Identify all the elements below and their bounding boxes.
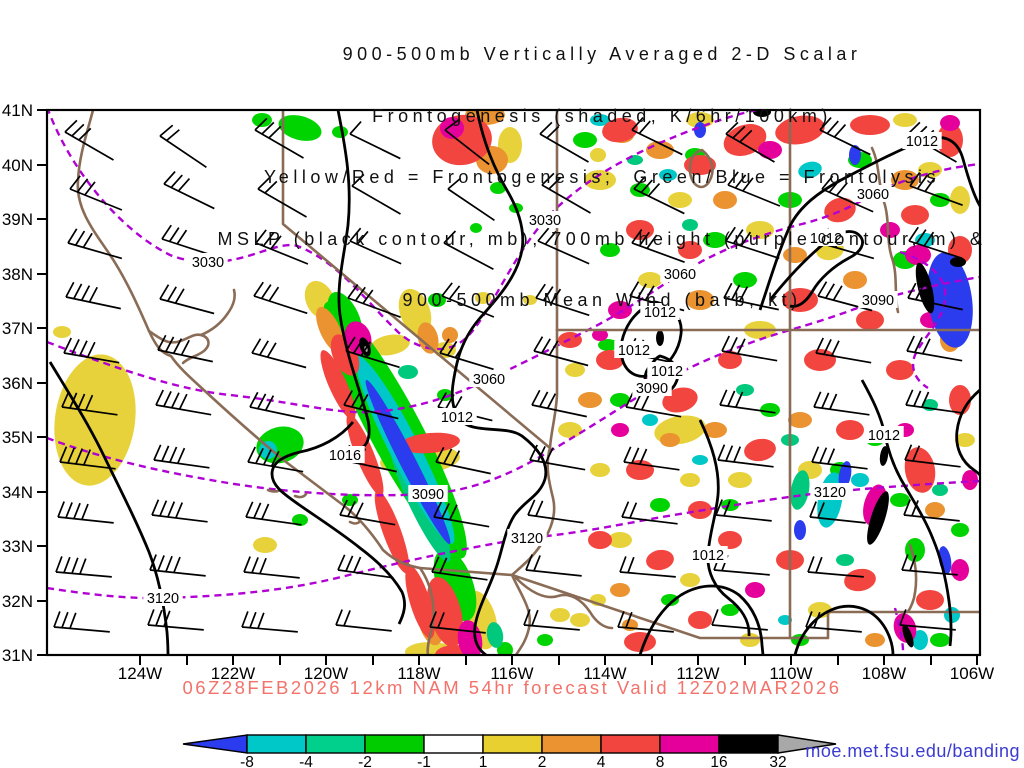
state-borders: [76, 110, 980, 655]
svg-text:1012: 1012: [906, 134, 938, 150]
lon-axis-label: 124W: [118, 664, 162, 683]
colorbar-tick-label: 2: [538, 754, 547, 768]
lat-axis-label: 36N: [2, 374, 33, 393]
svg-text:1012: 1012: [644, 305, 676, 321]
site-link[interactable]: moe.met.fsu.edu/banding: [805, 741, 1020, 761]
lat-axis-label: 34N: [2, 483, 33, 502]
contour-label: 1012: [647, 362, 687, 380]
contour-labels: 3030 3030 3060 3060 3060 1012 1016 3090 3120 3120…: [143, 132, 942, 607]
contour-label: 1012: [806, 229, 846, 247]
colorbar-segment: [600, 734, 661, 754]
svg-text:1012: 1012: [692, 548, 724, 564]
colorbar-tick-label: 32: [769, 754, 786, 768]
lat-axis-label: 39N: [2, 210, 33, 229]
colorbar-tick-label: 1: [479, 754, 488, 768]
contour-label: 1012: [688, 546, 728, 564]
colorbar: -8 -4 -2 -1 1 2 4 8 16 32: [182, 734, 837, 768]
svg-text:1012: 1012: [618, 343, 650, 359]
lat-axis-label: 41N: [2, 101, 33, 120]
contour-label: 1016: [325, 446, 365, 464]
colorbar-segment: [246, 734, 307, 754]
lon-axis-label: 118W: [397, 664, 440, 683]
colorbar-segment: [364, 734, 425, 754]
title-line-1: 900-500mb Vertically Averaged 2-D Scalar: [342, 44, 862, 64]
lat-axis-label: 31N: [2, 646, 33, 665]
colorbar-segment: [659, 734, 720, 754]
svg-text:3060: 3060: [473, 372, 505, 388]
lon-axis-label: 122W: [211, 664, 255, 683]
lon-axis-label: 110W: [769, 664, 812, 683]
contour-label: 3120: [507, 529, 547, 547]
contour-label: 1012: [614, 341, 654, 359]
svg-text:1012: 1012: [441, 410, 473, 426]
colorbar-tick-label: -1: [417, 754, 431, 768]
contour-label: 1012: [640, 303, 680, 321]
contour-label: 3120: [143, 589, 183, 607]
map-frame: 41N 40N 39N 38N 37N 36N 35N 34N 33N 32N 31N 124W 122…: [2, 101, 994, 683]
contour-label: 3120: [810, 483, 850, 501]
svg-text:3090: 3090: [412, 487, 444, 503]
svg-text:3090: 3090: [862, 293, 894, 309]
colorbar-tick-label: -8: [240, 754, 254, 768]
lat-axis-label: 38N: [2, 265, 33, 284]
contour-label: 1012: [437, 408, 477, 426]
colorbar-left-arrow: [182, 734, 248, 754]
lon-axis-label: 112W: [676, 664, 719, 683]
mslp-isobars: [48, 110, 980, 655]
svg-text:1012: 1012: [810, 231, 842, 247]
svg-text:3060: 3060: [857, 187, 889, 203]
colorbar-tick-label: -2: [358, 754, 372, 768]
svg-text:3030: 3030: [529, 213, 561, 229]
colorbar-tick-label: 16: [710, 754, 727, 768]
colorbar-segment: [423, 734, 484, 754]
svg-text:3060: 3060: [664, 267, 696, 283]
lon-axis-label: 114W: [583, 664, 626, 683]
svg-text:1012: 1012: [651, 364, 683, 380]
lon-axis-label: 106W: [950, 664, 994, 683]
lon-axis-label: 108W: [862, 664, 906, 683]
title-line-5: 900-500mb Mean Wind (barb, kt): [402, 290, 802, 310]
lat-axis-label: 33N: [2, 537, 33, 556]
lat-axis-label: 35N: [2, 428, 33, 447]
colorbar-tick-label: 4: [597, 754, 606, 768]
title-line-2: Frontogenesis (shaded, K/6hr/100km): [372, 105, 832, 126]
lon-axis-label: 120W: [304, 664, 348, 683]
contour-label: 3090: [408, 485, 448, 503]
svg-text:1016: 1016: [329, 448, 361, 464]
colorbar-segment: [718, 734, 779, 754]
colorbar-tick-label: -4: [299, 754, 313, 768]
contour-label: 1012: [864, 426, 904, 444]
lat-axis-label: 37N: [2, 319, 33, 338]
contour-label: 3030: [525, 211, 565, 229]
map-content: 3030 3030 3060 3060 3060 1012 1016 3090 3120 3120…: [47, 110, 980, 655]
svg-text:3120: 3120: [511, 531, 543, 547]
chart-title: 900-500mb Vertically Averaged 2-D Scalar…: [90, 3, 1024, 352]
svg-text:1012: 1012: [868, 428, 900, 444]
colorbar-right-arrow: [777, 734, 837, 754]
lat-axis-label: 40N: [2, 156, 33, 175]
colorbar-segment: [541, 734, 602, 754]
lat-axis-label: 32N: [2, 592, 33, 611]
contour-label: 1012: [902, 132, 942, 150]
svg-text:3120: 3120: [814, 485, 846, 501]
colorbar-segment: [482, 734, 543, 754]
svg-text:3120: 3120: [147, 591, 179, 607]
colorbar-tick-label: 8: [656, 754, 665, 768]
lon-axis-label: 116W: [490, 664, 533, 683]
svg-text:3030: 3030: [192, 255, 224, 271]
colorbar-segment: [305, 734, 366, 754]
contour-label: 3060: [660, 265, 700, 283]
contour-label: 3060: [469, 370, 509, 388]
contour-label: 3060: [853, 185, 893, 203]
forecast-valid-caption: 06Z28FEB2026 12km NAM 54hr forecast Vali…: [182, 677, 842, 698]
contour-label: 3030: [188, 253, 228, 271]
title-line-4: MSLP (black contour, mb), 700mb height (…: [217, 228, 987, 249]
contour-label: 3090: [632, 379, 672, 397]
contour-label: 3090: [858, 291, 898, 309]
svg-text:3090: 3090: [636, 381, 668, 397]
title-line-3: Yellow/Red = Frontogenesis; Green/Blue =…: [263, 167, 941, 187]
wind-barbs: [53, 117, 963, 634]
